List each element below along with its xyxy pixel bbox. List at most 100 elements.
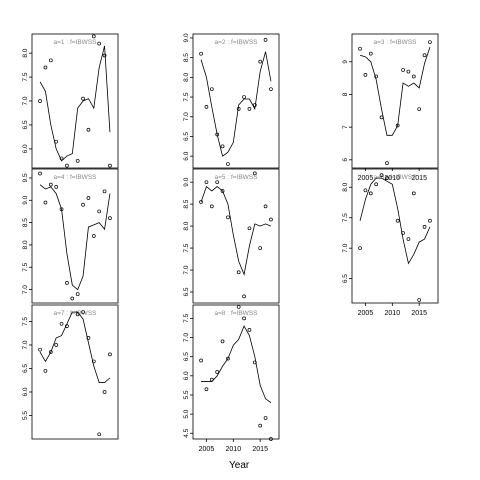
data-point [43, 65, 48, 70]
data-point [38, 171, 42, 176]
y-tick-label: 5.5 [22, 411, 29, 420]
data-point [417, 298, 422, 302]
data-point [411, 74, 416, 79]
panel-title: a=6 : f=IBWSS [374, 174, 418, 181]
panel-frame [192, 168, 280, 304]
data-point [91, 234, 96, 238]
data-point [379, 115, 384, 120]
panel-frame [31, 304, 119, 440]
y-tick-label: 8 [342, 92, 349, 96]
panel-frame [351, 168, 439, 304]
x-tick-label: 2005 [358, 310, 374, 317]
y-tick-label: 6.5 [183, 352, 190, 361]
panel-6: 4.5 5.0 5.5 6.0 6.5 7.0 7.5 2005 2010 2015 a=8 : f… [183, 304, 280, 453]
y-tick-label: 8.0 [342, 182, 349, 191]
data-point [226, 215, 230, 220]
panel-frame [192, 304, 280, 440]
y-tick-label: 7.5 [183, 314, 190, 323]
y-tick-label: 6.0 [22, 144, 29, 153]
data-point [59, 207, 64, 212]
data-point [363, 73, 368, 77]
y-tick-label: 7.0 [22, 96, 29, 105]
data-point [401, 68, 405, 72]
x-tick-label: 2015 [252, 446, 268, 453]
data-point [385, 176, 389, 180]
series-line [201, 325, 272, 403]
data-point [199, 358, 203, 363]
data-point [108, 352, 112, 357]
data-point [368, 51, 373, 56]
data-point [236, 305, 241, 309]
y-tick-label: 9.0 [22, 195, 29, 204]
data-point [269, 87, 273, 92]
y-tick-label: 6 [342, 158, 349, 162]
y-tick-label: 9 [342, 60, 349, 64]
y-tick-label: 6.0 [183, 151, 190, 160]
x-tick-label: 2010 [385, 310, 401, 317]
data-point [38, 99, 42, 103]
y-tick-label: 6.5 [22, 364, 29, 373]
y-tick-label: 6.0 [183, 371, 190, 380]
y-tick-label: 9.5 [22, 173, 29, 182]
series-line [39, 184, 111, 291]
x-tick-label: 2015 [411, 175, 427, 182]
data-point [102, 53, 107, 58]
data-point [75, 292, 80, 296]
y-tick-label: 7.0 [22, 285, 29, 294]
data-point [417, 107, 422, 112]
x-axis-title: Year [229, 460, 250, 471]
data-point [422, 53, 427, 58]
data-point [236, 270, 241, 275]
series-line [200, 185, 272, 276]
y-tick-label: 8.0 [22, 48, 29, 57]
data-point [81, 96, 85, 101]
data-point [48, 58, 53, 63]
data-point [86, 127, 91, 132]
data-point [358, 46, 362, 51]
y-tick-label: 7.5 [183, 243, 190, 252]
data-point [97, 41, 102, 46]
panel-frame [351, 33, 439, 169]
y-tick-label: 7.5 [22, 317, 29, 326]
panel-title: a=1 : f=IBWSS [54, 39, 98, 46]
data-point [70, 296, 75, 301]
y-tick-label: 8.5 [22, 218, 29, 227]
data-point [65, 281, 69, 285]
data-point [65, 324, 69, 329]
data-point [395, 123, 400, 128]
data-point [220, 339, 225, 344]
y-tick-label: 8.0 [183, 72, 190, 81]
data-point [363, 188, 368, 193]
panel-title: a=7 : f=IBWSS [54, 310, 98, 317]
data-point [48, 350, 53, 354]
series-line [39, 311, 111, 383]
y-tick-label: 7.0 [183, 333, 190, 342]
data-point [43, 368, 48, 373]
data-point [65, 163, 69, 168]
data-point [199, 200, 203, 204]
data-point [91, 359, 96, 364]
y-tick-label: 6.5 [22, 120, 29, 129]
data-point [97, 209, 102, 214]
data-point [209, 87, 214, 92]
panel-title: a=4 : f=IBWSS [54, 174, 98, 181]
panel-3: 5.5 6.0 6.5 7.0 7.5 a=7 : f=IBWSS [22, 304, 119, 440]
x-tick-label: 2005 [358, 175, 374, 182]
data-point [242, 316, 246, 321]
data-point [263, 416, 268, 420]
y-tick-label: 7.0 [342, 243, 349, 252]
data-point [422, 225, 427, 229]
data-point [108, 163, 112, 168]
y-tick-label: 7 [342, 125, 349, 129]
data-point [81, 202, 85, 207]
data-point [379, 173, 384, 177]
data-point [252, 360, 257, 365]
panel-1: 6.0 6.5 7.0 7.5 8.0 a=1 : f=IBWSS [22, 33, 119, 169]
data-point [97, 432, 102, 437]
panel-2: 7.0 7.5 8.0 8.5 9.0 9.5 a=4 : f=IBWSS [22, 168, 119, 304]
y-tick-label: 5.5 [183, 390, 190, 399]
data-point [81, 310, 85, 314]
data-point [247, 328, 252, 332]
y-tick-label: 4.5 [183, 428, 190, 437]
